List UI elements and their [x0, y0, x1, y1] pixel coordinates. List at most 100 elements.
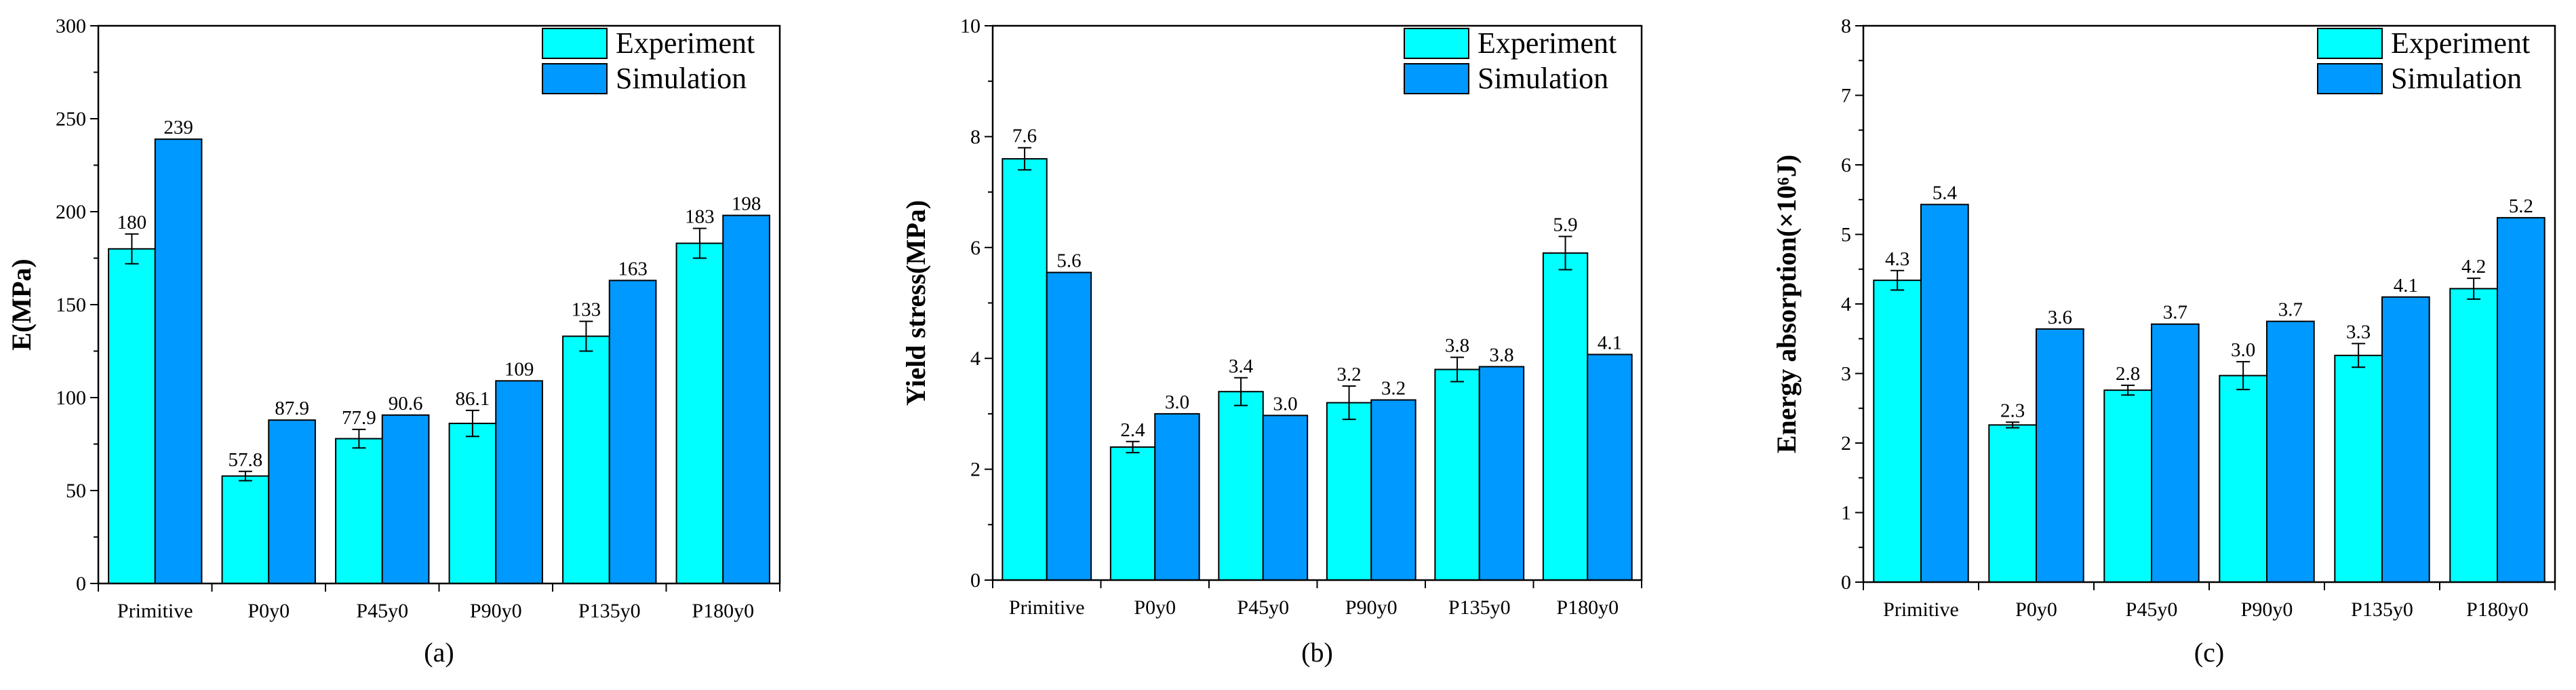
data-label: 3.8 [1489, 344, 1513, 366]
bar-experiment-p180y0 [1542, 252, 1589, 581]
y-tick-label: 3 [1841, 363, 1851, 385]
data-label: 57.8 [229, 449, 263, 471]
x-tick-label: P135y0 [2351, 598, 2413, 621]
data-label: 3.0 [2231, 339, 2255, 361]
y-tick-label: 8 [970, 126, 980, 148]
data-label: 3.8 [1445, 335, 1469, 357]
y-tick-label: 0 [1841, 571, 1851, 594]
chart-c: 4.3 2.3 2.8 3.0 3.3 4.2 5.4 3.6 3.7 3.7 4.1 5.2 0 1 2 3… [1771, 15, 2556, 668]
x-tick-label: Primitive [1883, 598, 1959, 621]
data-label: 4.1 [2394, 275, 2418, 296]
bar-simulation-primitive [1046, 271, 1092, 581]
bar-simulation-primitive [1920, 204, 1969, 583]
x-tick-label: P90y0 [1345, 596, 1398, 619]
x-tick-label: P135y0 [578, 600, 641, 622]
y-tick-label: 0 [970, 569, 980, 592]
x-tick-label: P90y0 [2241, 598, 2293, 621]
bar-simulation-p135y0 [2381, 296, 2430, 583]
y-tick-label: 4 [1841, 293, 1851, 315]
chart-panel-b: 7.6 2.4 3.4 3.2 3.8 5.9 5.6 3.0 3.0 3.2 3.8 4.1 0 2 4 6… [858, 0, 1717, 690]
error-bar-p45y0 [1234, 377, 1248, 406]
bar-simulation-p45y0 [381, 414, 430, 584]
legend-label-simulation: Simulation [1478, 62, 1608, 95]
y-tick-label: 7 [1841, 85, 1851, 107]
legend-label-experiment: Experiment [616, 26, 755, 60]
y-tick-label: 200 [56, 201, 86, 223]
data-label: 4.3 [1885, 248, 1909, 270]
x-tick-label: P135y0 [1448, 596, 1511, 619]
x-tick-label: P0y0 [247, 600, 290, 622]
y-axis-label: Yield stress(MPa) [900, 200, 931, 406]
bar-experiment-primitive [1002, 158, 1048, 581]
data-label: 133 [572, 299, 601, 321]
y-tick-label: 100 [56, 387, 86, 409]
data-label: 2.3 [2000, 400, 2025, 421]
bar-simulation-p180y0 [2497, 216, 2545, 583]
data-label: 183 [685, 206, 715, 228]
y-tick-label: 300 [56, 15, 86, 37]
y-tick-label: 8 [1841, 15, 1851, 37]
y-tick-label: 6 [1841, 154, 1851, 176]
y-axis-label: Energy absorption(×10⁶J) [1771, 155, 1802, 453]
x-tick-label: P45y0 [1237, 596, 1289, 619]
bar-experiment-p90y0 [1326, 402, 1372, 581]
bar-simulation-p0y0 [1154, 413, 1200, 581]
bar-simulation-primitive [154, 138, 203, 584]
data-label: 87.9 [275, 398, 309, 419]
legend-swatch-simulation [2317, 63, 2383, 94]
bar-simulation-p0y0 [2036, 328, 2084, 583]
data-label: 198 [732, 193, 761, 214]
panel-caption: (c) [2194, 637, 2224, 668]
chart-panel-c: 4.3 2.3 2.8 3.0 3.3 4.2 5.4 3.6 3.7 3.7 4.1 5.2 0 1 2 3… [1718, 0, 2576, 690]
bar-experiment-p90y0 [2219, 375, 2267, 583]
y-tick-label: 2 [1841, 432, 1851, 455]
data-label: 2.8 [2116, 363, 2140, 385]
x-tick-label: Primitive [117, 600, 193, 622]
x-tick-label: P180y0 [692, 600, 754, 622]
error-bar-p135y0 [579, 320, 593, 352]
panel-caption: (b) [1301, 637, 1333, 668]
error-bar-p90y0 [2236, 361, 2251, 391]
data-label: 4.2 [2461, 256, 2486, 277]
data-label: 3.6 [2048, 307, 2072, 328]
bar-experiment-p0y0 [1988, 424, 2037, 583]
bar-simulation-p0y0 [268, 419, 316, 584]
x-tick-label: P0y0 [1134, 596, 1176, 619]
x-tick-label: P45y0 [356, 600, 408, 622]
bar-simulation-p90y0 [495, 380, 543, 585]
error-bar-p90y0 [1342, 385, 1356, 421]
legend-label-experiment: Experiment [1478, 26, 1617, 60]
bar-simulation-p135y0 [608, 280, 657, 584]
error-bar-p0y0 [2006, 421, 2020, 429]
y-tick-label: 2 [970, 459, 980, 481]
legend-label-experiment: Experiment [2391, 26, 2530, 60]
bar-simulation-p90y0 [2266, 320, 2315, 583]
data-label: 2.4 [1120, 419, 1145, 441]
data-label: 7.6 [1012, 126, 1037, 147]
y-tick-label: 250 [56, 108, 86, 130]
error-bar-p90y0 [465, 409, 479, 438]
error-bar-primitive [1018, 147, 1032, 171]
data-label: 3.3 [2346, 321, 2371, 343]
bar-experiment-p135y0 [562, 335, 610, 584]
error-bar-p135y0 [1450, 356, 1465, 383]
bar-experiment-p180y0 [2449, 288, 2499, 583]
data-label: 3.0 [1165, 391, 1189, 413]
x-tick-label: Primitive [1009, 596, 1085, 619]
bar-simulation-p90y0 [1370, 399, 1416, 581]
data-label: 3.7 [2278, 299, 2303, 321]
data-label: 163 [618, 258, 648, 280]
error-bar-p180y0 [1558, 235, 1572, 271]
error-bar-p135y0 [2352, 343, 2366, 368]
x-tick-label: P180y0 [1556, 596, 1619, 619]
bar-simulation-p45y0 [1262, 415, 1309, 581]
data-label: 77.9 [342, 407, 376, 429]
error-bar-p45y0 [2121, 384, 2135, 396]
bar-experiment-p45y0 [2103, 389, 2152, 583]
x-tick-label: P45y0 [2126, 598, 2178, 621]
data-label: 5.9 [1553, 214, 1577, 235]
y-tick-label: 50 [66, 480, 86, 502]
legend-swatch-simulation [1404, 63, 1469, 94]
data-label: 5.6 [1056, 250, 1081, 272]
data-label: 86.1 [456, 388, 490, 410]
